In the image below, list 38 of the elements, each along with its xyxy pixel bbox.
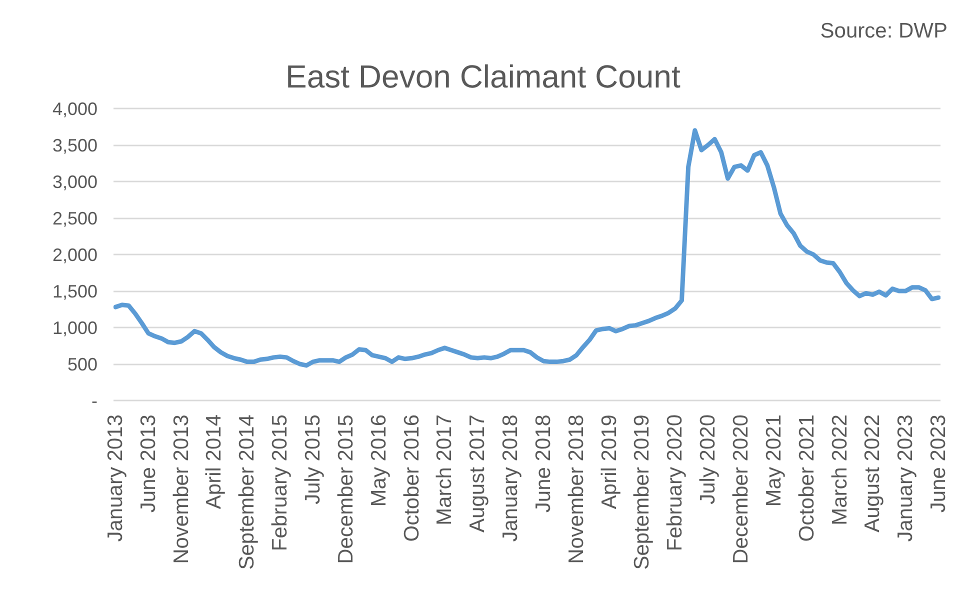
x-tick-label: June 2013 — [136, 414, 160, 513]
x-tick-label: May 2016 — [367, 414, 390, 507]
y-tick-label: 1,000 — [52, 318, 98, 338]
x-tick-label: October 2021 — [795, 414, 818, 542]
x-tick-label: April 2014 — [202, 414, 226, 510]
x-tick-label: August 2022 — [861, 414, 884, 532]
x-tick-label: October 2016 — [400, 414, 424, 542]
y-tick-label: - — [92, 391, 98, 411]
y-tick-label: 2,500 — [52, 208, 98, 228]
chart-title: East Devon Claimant Count — [286, 58, 680, 94]
x-tick-label: July 2015 — [302, 414, 325, 504]
x-tick-label: September 2014 — [236, 414, 259, 570]
x-tick-label: April 2019 — [598, 414, 621, 510]
y-tick-label: 500 — [67, 354, 98, 374]
line-series — [114, 128, 940, 368]
x-tick-label: May 2021 — [762, 414, 786, 507]
y-tick-label: 3,500 — [52, 136, 98, 156]
x-tick-label: June 2023 — [927, 414, 950, 513]
source-note: Source: DWP — [820, 20, 948, 42]
x-tick-label: March 2017 — [433, 414, 456, 526]
y-tick-label: 4,000 — [52, 99, 98, 119]
x-tick-label: February 2015 — [268, 414, 292, 552]
x-tick-label: January 2013 — [104, 414, 127, 542]
x-tick-label: November 2018 — [564, 414, 588, 564]
y-tick-label: 2,000 — [52, 245, 98, 265]
y-tick-label: 1,500 — [52, 282, 98, 302]
y-tick-label: 3,000 — [52, 172, 98, 192]
x-tick-label: September 2019 — [630, 414, 654, 570]
x-tick-label: January 2023 — [894, 414, 918, 542]
x-tick-label: January 2018 — [499, 414, 522, 542]
x-tick-label: February 2020 — [664, 414, 687, 552]
x-tick-label: March 2022 — [828, 414, 852, 526]
x-tick-label: November 2013 — [170, 414, 193, 564]
x-tick-label: June 2018 — [532, 414, 555, 513]
x-tick-label: August 2017 — [466, 414, 490, 532]
x-tick-label: December 2015 — [334, 414, 358, 564]
x-tick-label: July 2020 — [696, 414, 720, 504]
x-tick-label: December 2020 — [729, 414, 752, 564]
